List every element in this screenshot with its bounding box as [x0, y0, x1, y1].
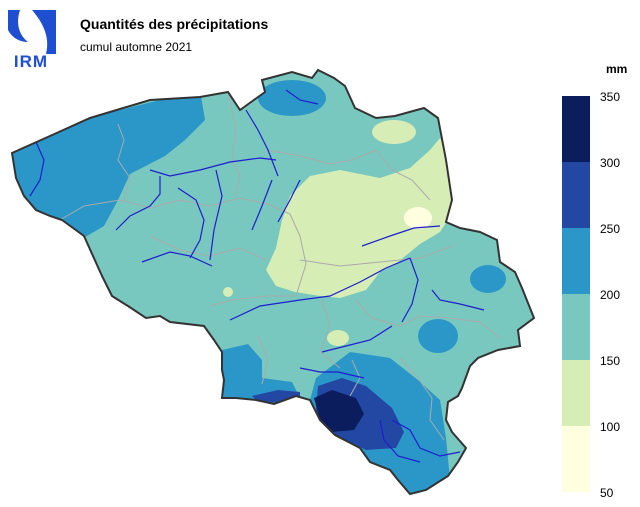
map-title: Quantités des précipitations	[80, 16, 269, 32]
irm-logo-text: IRM	[13, 52, 49, 71]
legend-tick-50: 50	[600, 486, 614, 500]
legend-swatch-150-200	[562, 294, 590, 360]
map-subtitle: cumul automne 2021	[80, 40, 193, 54]
irm-logo	[6, 8, 58, 72]
legend-tick-150: 150	[600, 354, 621, 368]
legend-swatch-100-150	[562, 360, 590, 426]
precipitation-legend	[562, 96, 590, 492]
precipitation-map	[11, 69, 535, 495]
legend-tick-250: 250	[600, 222, 621, 236]
legend-swatch-300-350	[562, 96, 590, 162]
legend-tick-100: 100	[600, 420, 621, 434]
legend-swatch-50-100	[562, 426, 590, 492]
legend-tick-300: 300	[600, 156, 621, 170]
legend-tick-350: 350	[600, 90, 621, 104]
legend-swatch-250-300	[562, 162, 590, 228]
legend-unit: mm	[606, 62, 628, 76]
legend-swatch-200-250	[562, 228, 590, 294]
legend-tick-200: 200	[600, 288, 621, 302]
